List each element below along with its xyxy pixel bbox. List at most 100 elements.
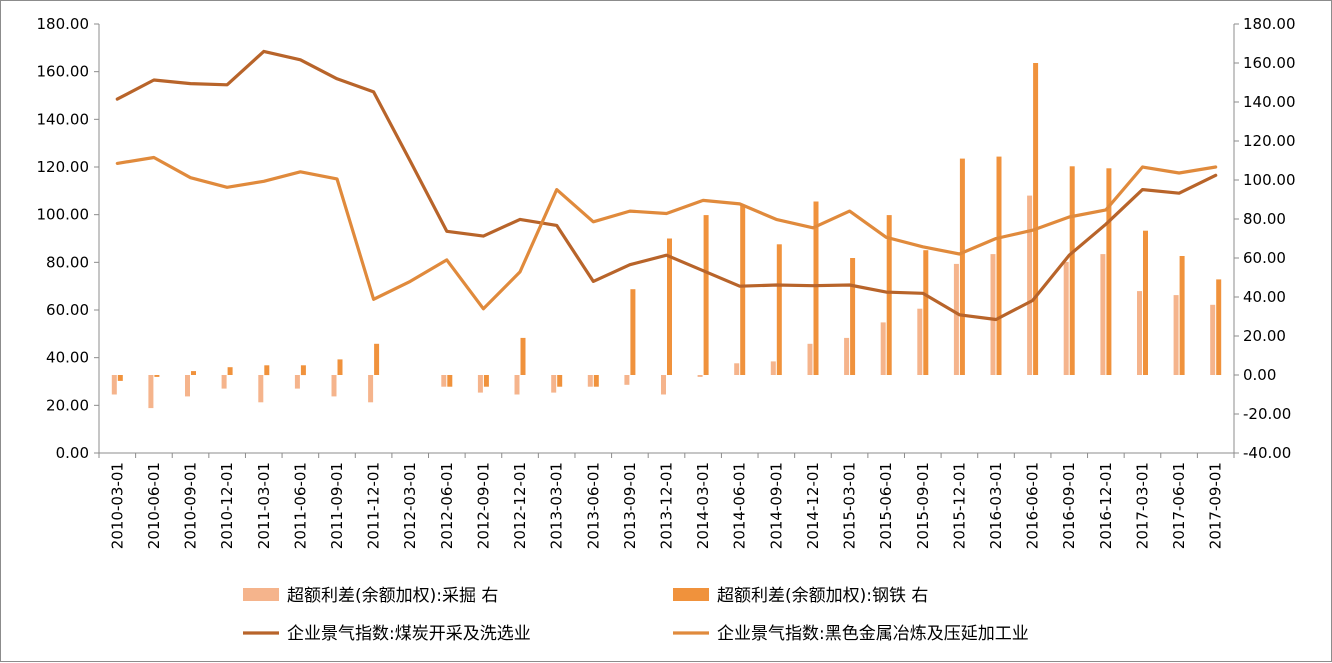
x-tick-label: 2017-09-01 [1207,462,1225,549]
x-tick-label: 2013-12-01 [658,462,676,549]
bar-2-2014-09-01 [776,244,782,375]
y-left-tick-label: 40.00 [46,349,89,367]
x-tick-label: 2011-09-01 [328,462,346,549]
x-tick-label: 2015-06-01 [877,462,895,549]
y-left-tick-label: 120.00 [37,158,90,176]
bar-1-2011-09-01 [331,375,337,397]
bar-1-2016-12-01 [1100,254,1106,375]
x-tick-label: 2011-12-01 [365,462,383,549]
x-tick-label: 2016-03-01 [987,462,1005,549]
y-left-tick-label: 140.00 [37,110,90,128]
bar-2-2011-03-01 [264,365,270,376]
x-tick-label: 2016-09-01 [1060,462,1078,549]
bar-2-2013-09-01 [630,289,636,375]
bar-2-2010-06-01 [154,375,160,377]
bar-1-2010-03-01 [111,375,117,395]
bar-2-2014-03-01 [703,215,709,375]
x-tick-label: 2012-12-01 [511,462,529,549]
x-tick-label: 2010-03-01 [108,462,126,549]
legend-label-2: 超额利差(余额加权):钢铁 右 [717,586,928,606]
y-right-tick-label: -40.00 [1243,444,1291,462]
bar-2-2010-12-01 [227,367,233,375]
bar-1-2011-12-01 [368,375,374,403]
y-right-tick-label: -20.00 [1243,405,1291,423]
bar-1-2016-09-01 [1063,261,1069,375]
bar-1-2013-12-01 [661,375,666,395]
y-right-tick-label: 160.00 [1243,54,1296,72]
bar-2-2016-06-01 [1033,63,1039,375]
bar-2-2016-03-01 [996,156,1002,375]
x-tick-label: 2016-12-01 [1097,462,1115,549]
bar-2-2015-12-01 [959,158,965,375]
bar-1-2013-03-01 [551,375,557,393]
y-right-tick-label: 80.00 [1243,210,1286,228]
bar-1-2011-03-01 [258,375,264,403]
bar-2-2014-12-01 [813,201,819,375]
x-tick-label: 2016-06-01 [1024,462,1042,549]
bar-1-2014-09-01 [770,361,776,375]
y-right-tick-label: 20.00 [1243,327,1286,345]
x-tick-label: 2011-06-01 [291,462,309,549]
bar-2-2015-09-01 [923,250,929,375]
bar-1-2015-06-01 [880,322,886,375]
y-left-tick-label: 0.00 [56,444,89,462]
x-tick-label: 2013-03-01 [548,462,566,549]
bar-2-2017-03-01 [1143,230,1148,375]
bar-2-2011-06-01 [300,365,306,376]
bar-2-2014-06-01 [740,205,746,375]
bar-2-2016-09-01 [1069,166,1075,375]
bar-2-2010-03-01 [117,375,123,381]
x-tick-label: 2010-06-01 [145,462,163,549]
y-right-tick-label: 0.00 [1243,366,1276,384]
bar-1-2017-06-01 [1173,295,1179,375]
bar-2-2012-12-01 [520,337,526,375]
bar-layer [111,63,1222,409]
x-tick-label: 2011-03-01 [255,462,273,549]
bar-1-2010-12-01 [221,375,227,389]
bar-1-2013-09-01 [624,375,630,385]
series-line-2 [115,155,1218,311]
y-right-tick-label: 40.00 [1243,288,1286,306]
x-tick-label: 2014-03-01 [694,462,712,549]
legend: 超额利差(余额加权):采掘 右 超额利差(余额加权):钢铁 右企业景气指数:煤炭开… [243,586,1029,644]
bar-1-2016-03-01 [990,254,996,375]
bar-1-2014-06-01 [734,363,740,375]
bar-1-2014-03-01 [697,375,703,377]
bar-2-2012-09-01 [483,375,489,387]
x-tick-label: 2014-09-01 [767,462,785,549]
legend-label-4: 企业景气指数:黑色金属冶炼及压延加工业 [717,624,1029,644]
bar-1-2010-06-01 [148,375,154,409]
bar-2-2015-06-01 [886,215,892,375]
bar-2-2013-03-01 [557,375,563,387]
legend-swatch-2 [673,588,709,601]
y-left-tick-label: 80.00 [46,253,89,271]
x-tick-label: 2012-06-01 [438,462,456,549]
bar-2-2017-06-01 [1179,256,1185,375]
x-tick-label: 2010-09-01 [182,462,200,549]
x-tick-label: 2012-09-01 [474,462,492,549]
x-tick-label: 2012-03-01 [401,462,419,549]
y-left-tick-label: 160.00 [37,63,90,81]
bar-1-2017-03-01 [1137,291,1142,375]
bar-1-2015-09-01 [917,308,923,375]
x-tick-label: 2013-09-01 [621,462,639,549]
bar-1-2013-06-01 [587,375,593,387]
y-right-tick-label: 180.00 [1243,15,1296,33]
legend-swatch-1 [243,588,279,601]
bar-2-2010-09-01 [191,371,196,375]
bar-2-2015-03-01 [850,258,856,375]
x-tick-label: 2015-03-01 [841,462,859,549]
y-right-tick-label: 140.00 [1243,93,1296,111]
bar-1-2010-09-01 [185,375,190,397]
bar-2-2013-06-01 [593,375,599,387]
bar-1-2014-12-01 [807,343,813,375]
x-tick-label: 2014-06-01 [731,462,749,549]
bar-2-2012-06-01 [447,375,453,387]
line-layer [115,49,1218,322]
bar-2-2011-12-01 [374,343,380,375]
x-tick-label: 2010-12-01 [218,462,236,549]
bar-1-2015-03-01 [844,337,850,375]
y-left-tick-label: 20.00 [46,396,89,414]
